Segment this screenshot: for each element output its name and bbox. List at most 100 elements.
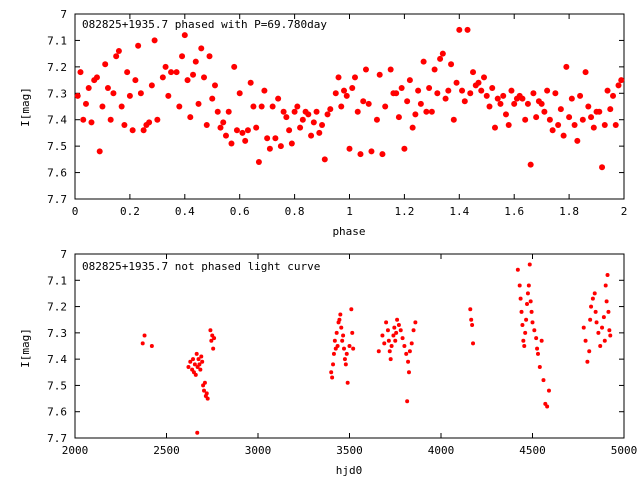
data-point <box>406 77 413 84</box>
data-point <box>329 370 334 375</box>
data-point <box>347 344 352 348</box>
data-point <box>590 124 597 131</box>
data-point <box>113 53 120 60</box>
data-point <box>85 85 92 91</box>
data-point <box>244 127 251 134</box>
data-point <box>190 71 197 78</box>
data-point <box>583 338 588 343</box>
data-point <box>505 122 512 128</box>
data-point <box>489 85 496 91</box>
y-tick-label: 7.1 <box>47 34 67 47</box>
y-tick-label: 7.7 <box>47 193 67 206</box>
data-point <box>247 79 254 86</box>
data-point <box>428 108 435 115</box>
data-point <box>533 114 540 121</box>
data-point <box>520 322 525 327</box>
x-tick-label: 0.6 <box>230 205 250 218</box>
data-point <box>577 92 584 99</box>
data-point <box>382 103 389 110</box>
data-point <box>321 156 328 163</box>
data-point <box>405 399 410 404</box>
data-point <box>165 92 172 99</box>
data-point <box>258 103 265 110</box>
data-point <box>343 92 350 99</box>
data-point <box>349 307 354 312</box>
data-point <box>283 114 290 121</box>
data-point <box>80 116 87 123</box>
data-point <box>205 396 210 401</box>
data-point <box>291 108 298 115</box>
data-point <box>491 124 498 131</box>
data-point <box>332 90 339 97</box>
data-point <box>392 325 397 330</box>
data-point <box>588 114 595 121</box>
data-point <box>518 296 523 301</box>
data-point <box>342 346 347 351</box>
data-point <box>407 349 412 354</box>
data-point <box>159 74 166 81</box>
x-tick-label: 1.4 <box>449 205 469 218</box>
y-tick-label: 7.6 <box>47 167 67 180</box>
data-point <box>525 291 530 296</box>
y-tick-label: 7.6 <box>47 406 67 419</box>
data-point <box>606 309 611 314</box>
data-point <box>343 362 348 367</box>
data-point <box>423 108 430 115</box>
data-point <box>280 108 287 115</box>
data-point <box>411 328 416 333</box>
data-point <box>211 82 218 89</box>
y-tick-label: 7 <box>60 248 67 261</box>
data-point <box>387 66 394 73</box>
data-point <box>526 283 531 288</box>
data-point <box>470 322 475 327</box>
data-point <box>394 330 399 335</box>
data-point <box>299 116 306 123</box>
data-point <box>186 365 191 370</box>
data-point <box>468 307 473 312</box>
data-point <box>608 333 613 338</box>
data-point <box>154 116 161 123</box>
data-point <box>568 95 575 102</box>
data-point <box>168 69 175 76</box>
data-point <box>588 317 593 322</box>
data-point <box>82 100 89 107</box>
data-point <box>603 283 608 288</box>
data-point <box>239 129 246 136</box>
data-point <box>341 333 346 338</box>
data-point <box>354 108 361 115</box>
data-point <box>340 338 345 343</box>
data-point <box>400 336 405 341</box>
data-point <box>376 349 381 354</box>
data-point <box>497 100 504 107</box>
data-point <box>195 100 202 107</box>
data-point <box>217 124 224 131</box>
data-point <box>448 61 455 68</box>
data-point <box>478 87 485 94</box>
data-point <box>345 380 350 385</box>
data-point <box>538 100 545 107</box>
data-point <box>395 114 402 121</box>
data-point <box>590 296 595 301</box>
data-point <box>592 291 597 296</box>
x-tick-label: 1 <box>346 205 353 218</box>
data-point <box>308 132 315 139</box>
data-point <box>212 336 217 341</box>
data-point <box>481 74 488 81</box>
data-point <box>376 71 383 78</box>
data-point <box>398 85 405 91</box>
data-point <box>140 341 145 346</box>
data-point <box>464 26 471 33</box>
data-point <box>294 103 301 110</box>
data-point <box>192 362 197 367</box>
data-point <box>231 63 238 70</box>
data-point <box>342 357 347 362</box>
data-point <box>346 145 353 152</box>
data-point <box>206 53 213 60</box>
data-point <box>519 95 526 102</box>
data-point <box>197 362 202 367</box>
data-point <box>470 69 477 76</box>
data-point <box>365 100 372 107</box>
data-point <box>202 380 207 385</box>
y-tick-label: 7.5 <box>47 379 67 392</box>
